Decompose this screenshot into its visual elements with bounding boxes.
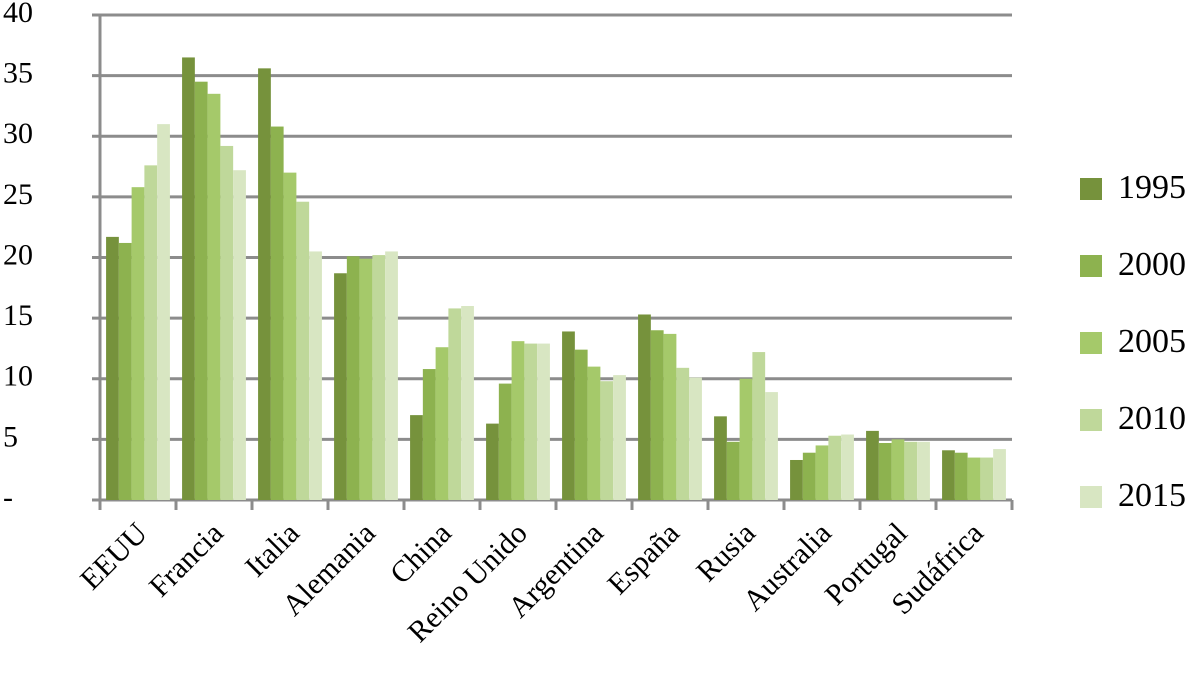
bar <box>498 383 512 500</box>
bar <box>878 443 892 500</box>
x-tick-label: EEUU <box>74 516 154 596</box>
bar <box>574 349 588 500</box>
legend-swatch <box>1080 409 1102 431</box>
bar <box>613 375 626 500</box>
bar <box>650 330 664 500</box>
bar <box>372 255 386 500</box>
bar <box>891 439 905 500</box>
bar <box>422 369 436 500</box>
bar <box>207 93 221 500</box>
bar <box>739 378 753 500</box>
y-tick-label: 20 <box>3 238 33 271</box>
legend-label: 2015 <box>1118 477 1186 514</box>
bar <box>296 201 310 500</box>
legend-label: 2005 <box>1118 323 1186 360</box>
bar <box>511 341 525 500</box>
y-tick-label: 10 <box>3 360 33 393</box>
bar <box>359 258 373 500</box>
bar <box>638 314 651 500</box>
y-tick-label: 25 <box>3 178 33 211</box>
bar <box>144 165 158 500</box>
legend-swatch <box>1080 255 1102 277</box>
bar <box>258 68 271 500</box>
bar <box>967 457 981 500</box>
bar <box>118 242 132 500</box>
bar <box>942 450 955 500</box>
bar <box>131 187 145 501</box>
bar <box>157 124 170 500</box>
bar <box>220 145 234 500</box>
bar <box>904 441 918 500</box>
bar <box>182 57 195 500</box>
bar <box>993 449 1006 500</box>
bar <box>194 81 208 500</box>
bar <box>410 415 423 500</box>
bar <box>714 416 727 500</box>
bar <box>841 434 854 500</box>
bar <box>954 452 968 500</box>
bar <box>765 392 778 500</box>
bar <box>815 445 829 500</box>
bar <box>435 347 449 500</box>
x-tick-label: Francia <box>143 516 230 603</box>
y-tick-label: 40 <box>3 0 33 29</box>
bar <box>233 170 246 500</box>
bar <box>866 430 879 500</box>
bar <box>524 343 538 500</box>
bar <box>334 273 347 500</box>
x-tick-label: Italia <box>239 516 306 583</box>
bar <box>346 256 360 500</box>
bar <box>537 343 550 500</box>
y-tick-label: 15 <box>3 299 33 332</box>
x-tick-label: Rusia <box>690 516 762 588</box>
y-tick-label: 35 <box>3 57 33 90</box>
bar <box>106 236 119 500</box>
bar <box>980 457 994 500</box>
bar <box>600 381 614 500</box>
bar <box>828 435 842 500</box>
bar <box>663 333 677 500</box>
bar <box>790 459 803 500</box>
bar <box>562 331 575 500</box>
legend-swatch <box>1080 178 1102 200</box>
bar <box>270 126 284 501</box>
bar <box>461 306 474 500</box>
bar <box>676 367 690 500</box>
legend-label: 1995 <box>1118 169 1186 206</box>
y-tick-label: 5 <box>3 420 18 453</box>
bar <box>587 366 601 500</box>
bar <box>689 377 702 500</box>
legend-label: 2010 <box>1118 400 1186 437</box>
bar <box>283 172 297 500</box>
bar <box>752 352 766 500</box>
bar <box>486 423 499 500</box>
x-tick-label: España <box>601 516 686 601</box>
bar <box>448 308 462 500</box>
bar <box>385 251 398 500</box>
y-tick-label: - <box>3 481 13 514</box>
y-tick-label: 30 <box>3 117 33 150</box>
legend-swatch <box>1080 486 1102 508</box>
bar <box>309 251 322 500</box>
legend-swatch <box>1080 332 1102 354</box>
bar <box>726 441 740 500</box>
bar <box>917 441 930 500</box>
bar <box>802 452 816 500</box>
legend-label: 2000 <box>1118 246 1186 283</box>
